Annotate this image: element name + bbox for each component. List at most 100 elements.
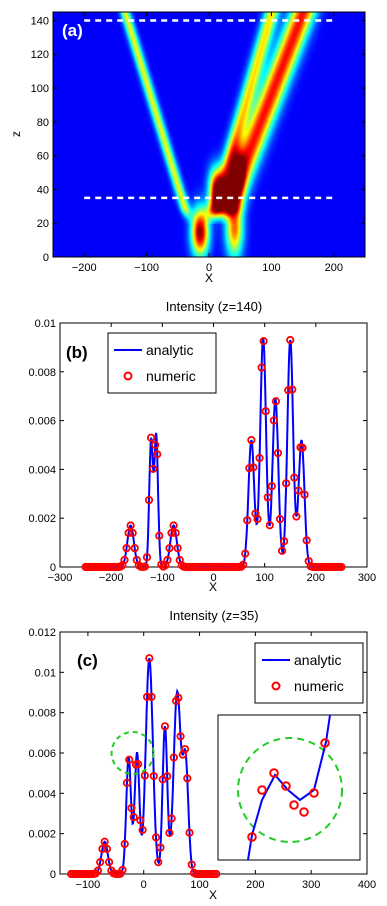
- data-point: [239, 560, 248, 569]
- data-point: [173, 544, 182, 553]
- data-point: [153, 450, 162, 459]
- data-point: [149, 771, 158, 781]
- data-point: [245, 464, 254, 473]
- data-point: [298, 443, 307, 452]
- inset-point: [299, 807, 309, 817]
- x-tick-label: −100: [76, 879, 101, 891]
- y-tick-label: 120: [31, 49, 49, 61]
- data-point: [142, 692, 152, 701]
- data-point: [290, 473, 299, 482]
- panel-label-b: (b): [66, 343, 88, 362]
- x-tick-label: 200: [246, 879, 264, 891]
- data-point: [253, 514, 262, 524]
- x-tick-label: −300: [48, 572, 73, 584]
- data-point: [105, 858, 114, 867]
- series-numeric: [67, 654, 221, 879]
- inset: [217, 714, 361, 861]
- inset-point: [247, 832, 257, 842]
- y-ticks: 0 0.002 0.004 0.006 0.008 0.01: [28, 318, 367, 574]
- legend-analytic: analytic: [146, 342, 193, 358]
- x-tick-label: −200: [99, 572, 124, 584]
- data-point: [149, 464, 158, 473]
- inset-point: [257, 785, 267, 795]
- panel-label-c: (c): [77, 651, 98, 670]
- data-point: [98, 844, 107, 853]
- legend-b: analytic numeric: [107, 332, 217, 394]
- panel-c: Intensity (z=35) −100 0 100 200 300 400 0 0.00…: [28, 608, 376, 902]
- data-point: [302, 536, 311, 545]
- x-tick-label: 300: [358, 572, 376, 584]
- y-ticks: 0 20 40 60 80 100 120 140: [31, 15, 365, 264]
- data-point: [154, 858, 163, 867]
- heatmap-container: [53, 12, 365, 257]
- data-point: [269, 416, 278, 425]
- data-point: [288, 385, 297, 394]
- data-point: [183, 774, 192, 783]
- x-tick-label: 0: [141, 879, 147, 891]
- chart-title-c: Intensity (z=35): [169, 608, 258, 623]
- data-point: [277, 546, 287, 555]
- data-point: [255, 453, 264, 463]
- y-tick-label: 0.008: [28, 708, 56, 720]
- data-point: [286, 335, 295, 345]
- x-tick-label: 100: [190, 879, 208, 891]
- data-point: [292, 512, 301, 521]
- data-point: [294, 486, 303, 495]
- data-point: [176, 732, 185, 741]
- chart-title-b: Intensity (z=140): [166, 299, 262, 314]
- data-point: [284, 386, 293, 395]
- data-point: [122, 544, 131, 553]
- data-point: [165, 544, 174, 553]
- data-point: [300, 490, 309, 499]
- data-point: [124, 528, 133, 538]
- data-point: [243, 516, 252, 525]
- x-tick-label: 100: [262, 262, 280, 274]
- y-tick-label: 140: [31, 15, 49, 27]
- y-tick-label: 0.012: [28, 627, 56, 639]
- heatmap-image: [53, 12, 365, 257]
- data-point: [271, 397, 281, 406]
- x-tick-label: 100: [255, 572, 273, 584]
- inset-points: [247, 738, 330, 842]
- legend-numeric: numeric: [294, 678, 344, 694]
- y-ticks: 0 0.002 0.004 0.006 0.008 0.01 0.012: [28, 627, 367, 881]
- legend-analytic: analytic: [294, 652, 341, 668]
- inset-point: [281, 781, 291, 791]
- data-point: [129, 813, 138, 822]
- legend-circle-icon: [123, 371, 133, 381]
- y-tick-label: 20: [37, 218, 49, 230]
- data-point: [257, 363, 266, 372]
- y-tick-label: 0.004: [28, 788, 56, 800]
- data-point: [174, 693, 183, 702]
- data-point: [102, 844, 111, 853]
- data-point: [237, 562, 246, 571]
- data-point: [267, 482, 276, 491]
- legend-c: analytic numeric: [254, 642, 364, 704]
- x-axis-label-b: X: [209, 580, 217, 594]
- y-tick-label: 0.006: [28, 748, 56, 760]
- data-point: [171, 528, 180, 538]
- x-tick-label: 0: [210, 572, 216, 584]
- x-axis-label-a: X: [205, 271, 213, 285]
- x-tick-label: −200: [72, 262, 97, 274]
- data-point: [100, 837, 109, 846]
- legend-numeric: numeric: [146, 368, 196, 384]
- y-tick-label: 0: [50, 869, 56, 881]
- data-point: [185, 828, 194, 837]
- data-point: [273, 448, 283, 458]
- panel-label-a: (a): [62, 21, 83, 40]
- data-point: [127, 803, 136, 813]
- data-point: [151, 440, 160, 450]
- data-point: [263, 493, 272, 502]
- x-tick-label: 200: [325, 262, 343, 274]
- panel-b: Intensity (z=140) −300 −200 −100 0 100 200 300…: [28, 299, 376, 594]
- y-tick-label: 0.002: [28, 829, 56, 841]
- dashed-lines: [84, 19, 337, 200]
- data-point: [120, 839, 129, 849]
- data-point: [165, 828, 174, 838]
- data-point: [147, 692, 156, 701]
- x-tick-label: −100: [150, 572, 175, 584]
- y-tick-label: 0: [43, 252, 49, 264]
- data-point: [125, 755, 134, 764]
- legend-box: [107, 332, 217, 394]
